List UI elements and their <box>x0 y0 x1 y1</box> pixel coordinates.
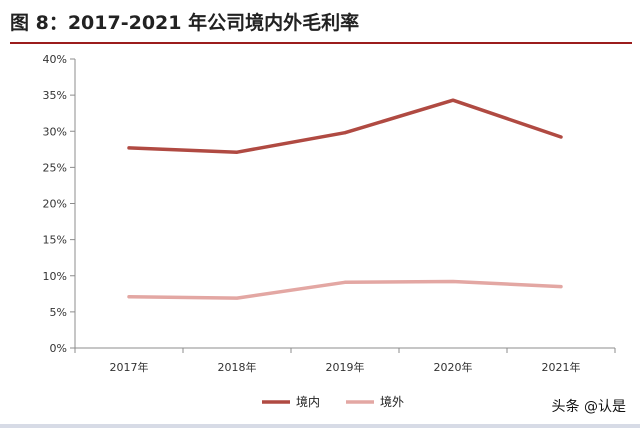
y-tick-label: 25% <box>43 161 67 174</box>
series-2-point <box>559 285 563 289</box>
y-tick-label: 15% <box>43 234 67 247</box>
y-tick-label: 5% <box>50 306 67 319</box>
legend-label-2: 境外 <box>380 394 404 409</box>
series-2-point <box>451 280 455 284</box>
y-axis-tick-labels: 0% 5% 10% 15% 20% 25% 30% 35% 40% <box>43 53 67 355</box>
x-tick-label: 2020年 <box>434 360 473 374</box>
legend-label-1: 境内 <box>296 394 320 409</box>
y-tick-label: 35% <box>43 89 67 102</box>
chart-axes <box>70 58 616 353</box>
y-tick-label: 30% <box>43 125 67 138</box>
y-tick-label: 40% <box>43 53 67 66</box>
series-line-1 <box>127 98 563 154</box>
x-tick-label: 2018年 <box>218 360 257 374</box>
series-2-point <box>343 280 347 284</box>
x-axis-tick-labels: 2017年 2018年 2019年 2020年 2021年 <box>110 360 581 374</box>
series-1-point <box>559 135 563 139</box>
y-tick-label: 20% <box>43 198 67 211</box>
y-tick-label: 0% <box>50 342 67 355</box>
x-tick-label: 2021年 <box>542 360 581 374</box>
x-tick-label: 2019年 <box>326 360 365 374</box>
series-1-point <box>235 150 239 154</box>
series-1-point <box>343 131 347 135</box>
chart-title: 图 8：2017-2021 年公司境内外毛利率 <box>10 12 360 34</box>
series-1-point <box>127 146 131 150</box>
watermark-text: 头条 @认是 <box>551 399 626 415</box>
series-layer <box>127 98 563 300</box>
series-2-point <box>235 296 239 300</box>
x-tick-label: 2017年 <box>110 360 149 374</box>
series-2-point <box>127 295 131 299</box>
title-divider <box>10 42 632 44</box>
series-1-point <box>451 98 455 102</box>
bottom-divider <box>0 424 640 428</box>
legend: 境内 境外 <box>262 394 404 409</box>
series-line-2 <box>127 279 563 300</box>
y-tick-label: 10% <box>43 270 67 283</box>
